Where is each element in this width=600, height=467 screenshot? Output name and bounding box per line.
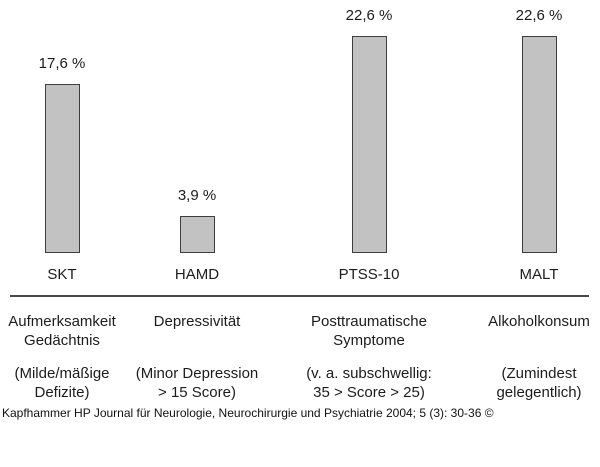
- bar-group-malt: 22,6 %: [464, 0, 600, 253]
- qualifier-line: 35 > Score > 25): [313, 384, 425, 401]
- qualifier-line: (Zumindest: [501, 365, 577, 382]
- measure-label-hamd: Depressivität: [117, 312, 277, 331]
- baseline-divider: [10, 295, 589, 297]
- measure-line: Alkoholkonsum: [488, 313, 590, 330]
- value-label-hamd: 3,9 %: [177, 187, 217, 204]
- bar-skt: [44, 84, 80, 253]
- category-label-malt: MALT: [519, 266, 559, 283]
- bar-group-hamd: 3,9 %: [122, 0, 272, 253]
- measure-line: Depressivität: [153, 313, 241, 330]
- measure-label-skt: Aufmerksamkeit Gedächtnis: [0, 312, 142, 350]
- bar-group-ptss10: 22,6 %: [294, 0, 444, 253]
- category-label-ptss10: PTSS-10: [338, 266, 400, 283]
- qualifier-line: Defizite): [34, 384, 90, 401]
- value-label-ptss10: 22,6 %: [345, 7, 393, 24]
- qualifier-line: > 15 Score): [158, 384, 236, 401]
- value-label-malt: 22,6 %: [515, 7, 563, 24]
- bar-hamd: [179, 216, 215, 253]
- value-label-skt: 17,6 %: [38, 55, 86, 72]
- measure-label-malt: Alkoholkonsum: [459, 312, 600, 331]
- citation-text: Kapfhammer HP Journal für Neurologie, Ne…: [2, 406, 494, 420]
- qualifier-label-hamd: (Minor Depression > 15 Score): [117, 364, 277, 402]
- qualifier-line: (Milde/mäßige: [14, 365, 110, 382]
- bar-group-skt: 17,6 %: [0, 0, 137, 253]
- measure-label-ptss10: Posttraumatische Symptome: [289, 312, 449, 350]
- qualifier-label-ptss10: (v. a. subschwellig: 35 > Score > 25): [289, 364, 449, 402]
- plot-area: 17,6 % 3,9 % 22,6 % 22,6 %: [0, 0, 600, 253]
- measure-line: Symptome: [333, 332, 405, 349]
- qualifier-label-malt: (Zumindest gelegentlich): [459, 364, 600, 402]
- measure-line: Aufmerksamkeit: [8, 313, 116, 330]
- measure-line: Posttraumatische: [311, 313, 427, 330]
- measure-line: Gedächtnis: [24, 332, 100, 349]
- qualifier-line: gelegentlich): [496, 384, 582, 401]
- bar-ptss10: [351, 36, 387, 253]
- category-label-skt: SKT: [47, 266, 77, 283]
- qualifier-label-skt: (Milde/mäßige Defizite): [0, 364, 142, 402]
- category-label-hamd: HAMD: [174, 266, 220, 283]
- qualifier-line: (v. a. subschwellig:: [306, 365, 432, 382]
- bar-malt: [521, 36, 557, 253]
- qualifier-line: (Minor Depression: [135, 365, 259, 382]
